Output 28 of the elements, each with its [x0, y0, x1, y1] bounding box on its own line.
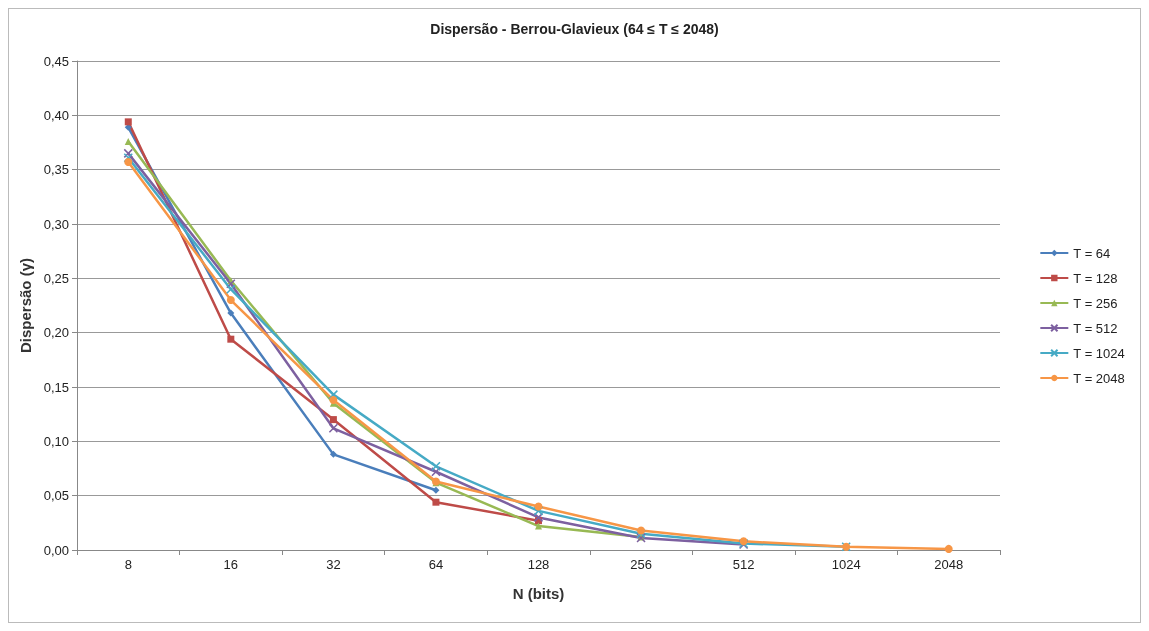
x-tick-label: 512 [732, 557, 755, 572]
x-tick-label: 2048 [934, 557, 964, 572]
y-tick-label: 0,20 [43, 325, 69, 341]
chart-title: Dispersão - Berrou-Glavieux (64 ≤ T ≤ 2048) [430, 21, 719, 37]
y-tick-label: 0,15 [43, 379, 69, 395]
y-tick-label: 0,35 [43, 162, 69, 178]
legend-label: T = 256 [1073, 295, 1118, 311]
y-axis-title: Dispersão (γ) [16, 257, 34, 354]
y-tick-label: 0,10 [43, 433, 69, 449]
x-axis-title: N (bits) [512, 585, 565, 602]
y-tick-label: 0,40 [43, 107, 69, 123]
legend-label: T = 64 [1073, 245, 1111, 261]
y-tick-label: 0,30 [43, 216, 69, 232]
x-tick-label: 32 [326, 557, 341, 572]
x-tick-label: 256 [630, 557, 652, 572]
legend-label: T = 1024 [1073, 345, 1125, 361]
x-tick-label: 16 [223, 557, 239, 572]
y-tick-label: 0,05 [43, 488, 69, 504]
x-tick-label: 8 [124, 557, 132, 572]
x-tick-label: 64 [428, 557, 444, 572]
y-tick-label: 0,00 [43, 542, 69, 558]
legend-label: T = 128 [1073, 270, 1118, 286]
legend-label: T = 512 [1073, 320, 1118, 336]
x-tick-label: 128 [527, 557, 550, 572]
y-tick-label: 0,45 [43, 53, 69, 69]
y-tick-label: 0,25 [43, 270, 69, 286]
legend-label: T = 2048 [1073, 370, 1125, 386]
x-tick-label: 1024 [831, 557, 861, 572]
